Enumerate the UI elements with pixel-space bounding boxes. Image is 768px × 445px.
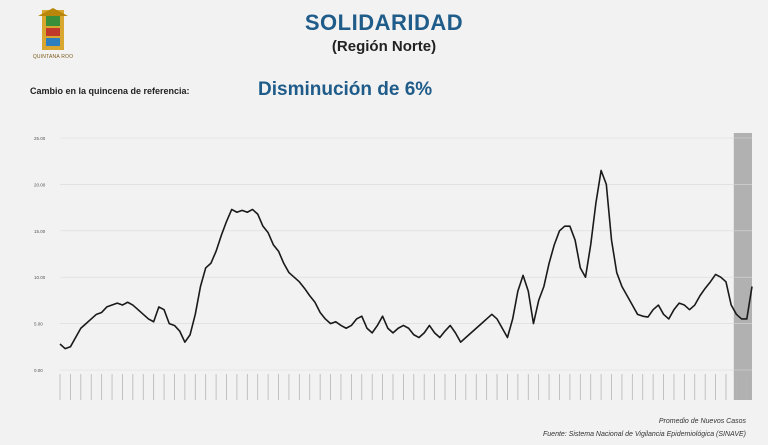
logo-roof (38, 8, 68, 16)
logo-block-red (46, 28, 60, 36)
page-title: SOLIDARIDAD (304, 10, 464, 35)
y-tick-label: 0.00 (34, 368, 43, 373)
y-tick-label: 10.00 (34, 275, 46, 280)
y-tick-label: 15.00 (34, 229, 46, 234)
logo-block-green (46, 16, 60, 26)
state-logo (38, 8, 68, 50)
series-line (59, 169, 753, 350)
recent-period-highlight (733, 133, 752, 400)
chart-source: Fuente: Sistema Nacional de Vigilancia E… (543, 431, 746, 438)
y-tick-label: 25.00 (34, 136, 46, 141)
logo-caption: QUINTANA ROO (32, 54, 74, 60)
logo-block-blue (46, 38, 60, 46)
y-tick-label: 20.00 (34, 182, 46, 187)
page-subtitle: (Región Norte) (331, 38, 437, 55)
change-value: Disminución de 6% (258, 79, 433, 100)
change-label: Cambio en la quincena de referencia: (30, 86, 190, 96)
y-tick-label: 5.00 (34, 322, 43, 327)
chart-legend: Promedio de Nuevos Casos (658, 418, 746, 425)
